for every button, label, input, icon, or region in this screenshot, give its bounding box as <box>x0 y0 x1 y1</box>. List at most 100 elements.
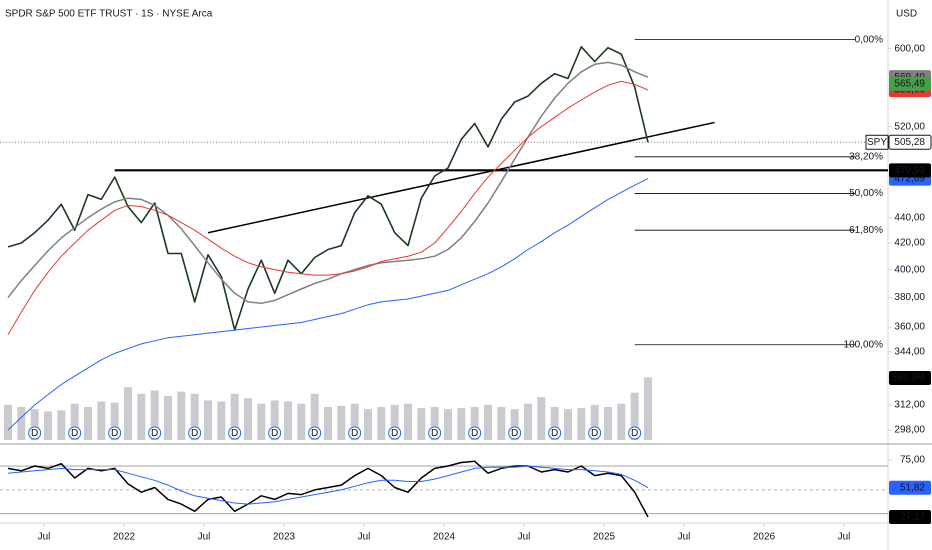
volume-bar <box>577 408 586 440</box>
volume-bar <box>524 403 532 440</box>
volume-bar <box>417 408 426 440</box>
dividend-marker <box>388 426 402 440</box>
dividend-label: D <box>351 428 358 439</box>
volume-bar <box>364 409 372 440</box>
dividend-marker <box>308 426 322 440</box>
volume-bar <box>204 400 212 440</box>
fib-label: 61,80% <box>849 225 883 236</box>
dividend-label: D <box>431 428 438 439</box>
volume-bar <box>270 400 279 440</box>
volume-bar <box>457 408 466 440</box>
volume-bar <box>177 391 186 440</box>
dividend-marker <box>228 426 242 440</box>
dividend-marker <box>348 426 362 440</box>
price-badge <box>889 76 931 91</box>
fib-label: 38,20% <box>849 151 883 162</box>
price-badge-label: 479,93 <box>894 165 925 176</box>
price-badge <box>889 480 931 495</box>
dividend-label: D <box>231 428 238 439</box>
price-badge-label: 51,82 <box>900 482 925 493</box>
volume-bar <box>4 404 12 440</box>
volume-bar <box>550 407 559 440</box>
dividend-label: D <box>191 428 198 439</box>
dividend-marker <box>108 426 122 440</box>
dividend-marker <box>68 426 82 440</box>
dividend-marker <box>548 426 562 440</box>
x-tick-label: Jul <box>838 532 851 543</box>
x-tick-label: 2024 <box>433 532 456 543</box>
y-tick-label: 440,00 <box>894 212 925 223</box>
volume-bar <box>444 409 452 440</box>
volume-bar <box>70 403 79 440</box>
dividend-label: D <box>391 428 398 439</box>
volume-bar <box>590 404 599 440</box>
volume-bar <box>164 396 172 440</box>
volume-bar <box>390 404 399 440</box>
volume-bar <box>57 410 66 440</box>
volume-bar <box>244 398 252 440</box>
dividend-label: D <box>631 428 638 439</box>
dividend-marker <box>28 426 42 440</box>
symbol-label: SPY <box>867 137 887 148</box>
price-badge-label: 472,69 <box>894 173 925 184</box>
volume-bar <box>484 404 492 440</box>
price-badge-label: 565,49 <box>894 79 925 90</box>
dividend-marker <box>588 426 602 440</box>
fib-label: 100,00% <box>844 339 884 350</box>
volume-bar <box>284 401 292 440</box>
volume-bar <box>470 407 479 440</box>
symbol-badge <box>865 134 889 150</box>
volume-bar <box>44 411 52 440</box>
volume-bar <box>324 407 332 440</box>
dividend-marker <box>468 426 482 440</box>
volume-bar <box>110 402 119 440</box>
x-tick-label: Jul <box>678 532 691 543</box>
volume-bar <box>510 409 519 440</box>
x-tick-label: Jul <box>518 532 531 543</box>
volume-bar <box>84 407 92 440</box>
dividend-marker <box>508 426 522 440</box>
dividend-label: D <box>311 428 318 439</box>
volume-bar <box>644 377 652 440</box>
volume-bar <box>257 403 266 440</box>
series-line <box>7 61 649 305</box>
y-tick-label: 600,00 <box>894 43 925 54</box>
y-tick-label: 344,00 <box>894 346 925 357</box>
x-tick-label: 2023 <box>273 532 296 543</box>
volume-bar <box>310 393 319 440</box>
series-line <box>7 46 649 331</box>
volume-bar <box>30 409 39 440</box>
trendline <box>207 121 715 234</box>
price-badge-label: 27,17 <box>900 512 925 523</box>
price-badge <box>888 134 932 150</box>
dividend-label: D <box>271 428 278 439</box>
volume-bar <box>404 403 412 440</box>
x-tick-label: 2025 <box>593 532 616 543</box>
dividend-label: D <box>31 428 38 439</box>
price-badge <box>889 371 931 385</box>
dividend-label: D <box>591 428 598 439</box>
y-tick-label: 520,00 <box>894 121 925 132</box>
fib-label: 50,00% <box>849 188 883 199</box>
fib-label: 0,00% <box>855 34 883 45</box>
price-badge-label: 505,28 <box>894 137 925 148</box>
volume-bar <box>17 407 26 440</box>
volume-bar <box>630 392 639 440</box>
chart-title: SPDR S&P 500 ETF TRUST · 1S · NYSE Arca <box>5 9 213 20</box>
dividend-marker <box>428 426 442 440</box>
currency: USD <box>896 9 917 20</box>
volume-bar <box>377 407 386 440</box>
y-tick-label: 298,00 <box>894 425 925 436</box>
x-tick-label: 2022 <box>113 532 136 543</box>
volume-bar <box>537 397 546 440</box>
price-badge <box>889 163 931 178</box>
y-tick-label: 420,00 <box>894 238 925 249</box>
price-badge <box>889 510 931 525</box>
x-tick-label: Jul <box>38 532 51 543</box>
volume-bar <box>297 403 306 440</box>
dividend-label: D <box>511 428 518 439</box>
x-tick-label: Jul <box>198 532 211 543</box>
